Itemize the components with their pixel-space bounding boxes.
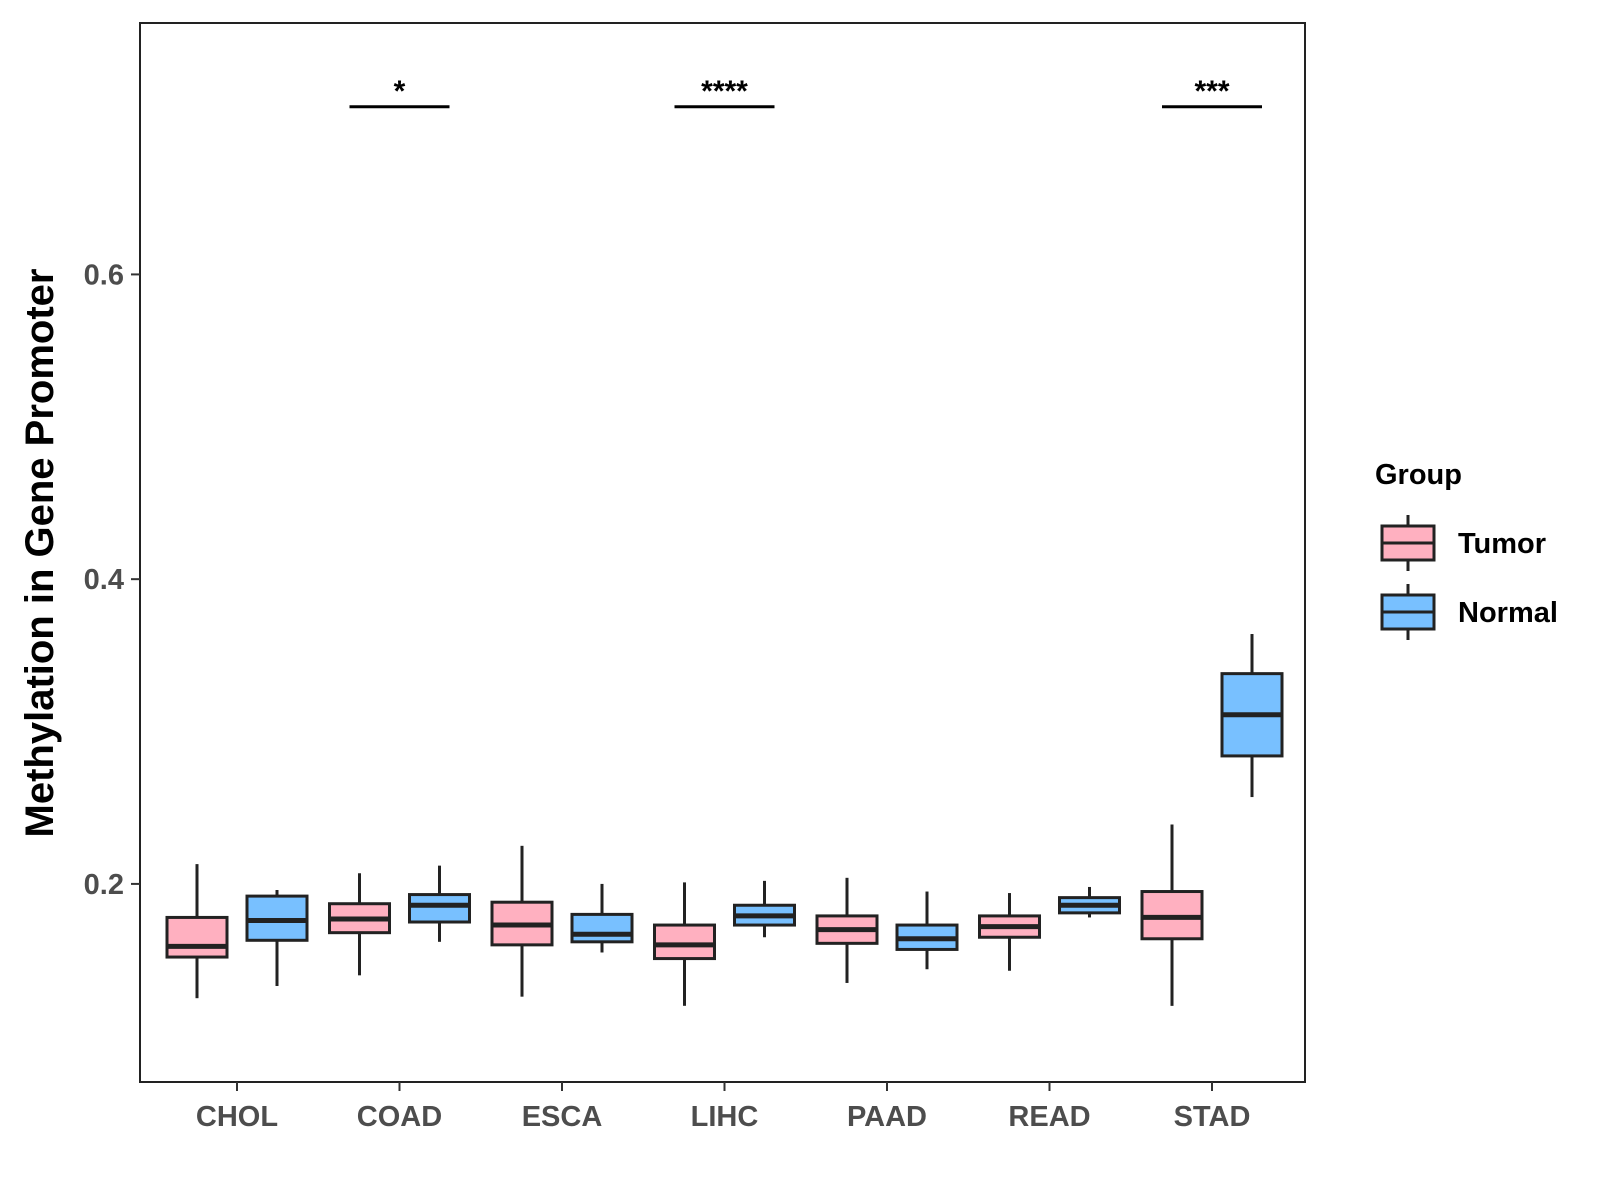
legend-title: Group: [1375, 459, 1462, 491]
legend: Group Tumor Normal: [1375, 459, 1558, 640]
box-tumor-stad: [1140, 824, 1204, 1006]
chart-marks: * **** ***: [165, 75, 1284, 1006]
plot-panel: [139, 22, 1306, 1083]
x-tick-label-paad: PAAD: [847, 1101, 927, 1133]
significance-label-stad: ***: [1194, 75, 1229, 108]
box-body: [408, 893, 471, 924]
x-tick-label-esca: ESCA: [522, 1101, 603, 1133]
y-tick-label: 0.6: [84, 259, 124, 291]
x-tick-label-coad: COAD: [357, 1101, 442, 1133]
y-tick-label: 0.2: [84, 869, 124, 901]
legend-label-normal: Normal: [1458, 597, 1558, 629]
box-normal-coad: [408, 865, 471, 942]
box-normal-chol: [245, 890, 309, 987]
x-tick-label-read: READ: [1008, 1101, 1090, 1133]
box-normal-stad: [1220, 634, 1284, 798]
y-tick-label: 0.4: [84, 564, 124, 596]
x-tick-label-stad: STAD: [1174, 1101, 1251, 1133]
chart-axes: 0.2 0.4 0.6 CHOL COAD ESCA LIHC PAAD READ STAD: [84, 259, 1251, 1133]
x-tick-label-lihc: LIHC: [691, 1101, 759, 1133]
legend-item-normal: Normal: [1380, 584, 1558, 640]
box-normal-esca: [570, 883, 634, 953]
significance-label-lihc: ****: [701, 75, 748, 108]
box-normal-lihc: [733, 880, 796, 938]
x-tick-label-chol: CHOL: [196, 1101, 278, 1133]
box-body: [570, 912, 634, 944]
significance-label-coad: *: [394, 75, 406, 108]
box-normal-read: [1058, 886, 1121, 918]
box-body: [653, 923, 716, 961]
legend-label-tumor: Tumor: [1458, 528, 1546, 560]
box-tumor-coad: [328, 873, 391, 976]
box-tumor-lihc: [653, 882, 716, 1006]
box-tumor-chol: [165, 864, 229, 999]
box-tumor-paad: [815, 877, 879, 983]
y-axis-title: Methylation in Gene Promoter: [18, 269, 62, 838]
box-tumor-read: [978, 893, 1041, 971]
legend-item-tumor: Tumor: [1380, 515, 1546, 571]
box-tumor-esca: [490, 845, 554, 997]
box-body: [165, 915, 229, 959]
box-normal-paad: [895, 891, 959, 970]
